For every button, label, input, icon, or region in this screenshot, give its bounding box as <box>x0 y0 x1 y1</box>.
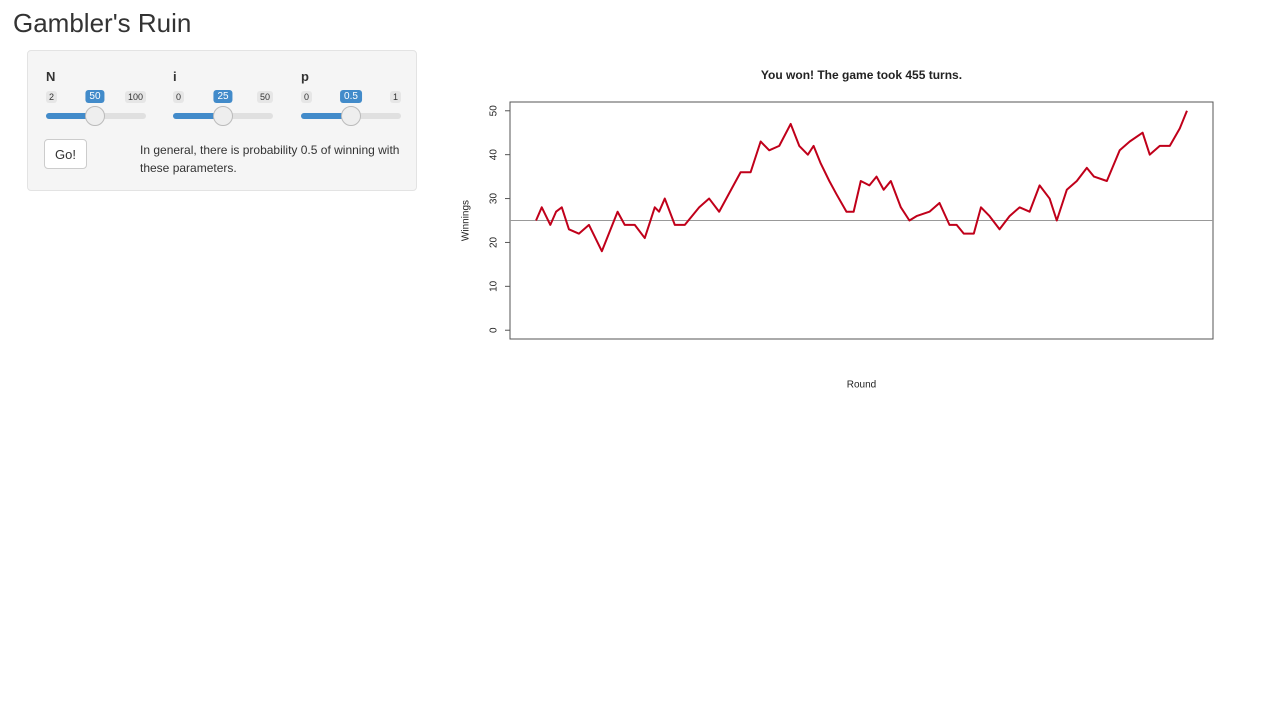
slider-min: 0 <box>173 91 185 103</box>
chart: You won! The game took 455 turns. 0 10 20 30… <box>461 68 1214 391</box>
slider-label: p <box>301 69 309 84</box>
line-series <box>535 110 1188 253</box>
y-tick-label: 40 <box>489 149 500 161</box>
y-axis-label: Winnings <box>461 200 472 241</box>
slider[interactable]: i 0 50 25 <box>173 69 273 129</box>
slider-fill <box>173 113 223 119</box>
slider-max: 100 <box>124 91 146 103</box>
slider-value: 50 <box>85 90 105 103</box>
slider-min: 2 <box>46 91 58 103</box>
y-tick-label: 30 <box>489 193 500 205</box>
slider-fill <box>301 113 351 119</box>
slider-value: 25 <box>213 90 233 103</box>
help-text: In general, there is probability 0.5 of … <box>140 143 400 175</box>
input-panel: Go! In general, there is probability 0.5… <box>27 50 417 191</box>
slider-knob[interactable] <box>213 106 233 126</box>
slider-max: 50 <box>256 91 273 103</box>
y-tick-label: 20 <box>489 236 500 248</box>
slider-label: i <box>173 69 177 84</box>
x-axis-label: Round <box>847 380 876 391</box>
slider[interactable]: p 0 1 0.5 <box>301 69 401 129</box>
slider-max: 1 <box>389 91 401 103</box>
chart-title: You won! The game took 455 turns. <box>761 68 962 82</box>
y-tick-label: 0 <box>489 327 500 333</box>
slider-label: N <box>46 69 56 84</box>
app-title: Gambler's Ruin <box>13 8 192 38</box>
slider-knob[interactable] <box>341 106 361 126</box>
go-button[interactable]: Go! <box>44 139 87 169</box>
slider-knob[interactable] <box>84 106 105 126</box>
slider[interactable]: N 2 100 50 <box>46 69 146 129</box>
y-tick-label: 10 <box>489 280 500 292</box>
slider-min: 0 <box>301 91 313 103</box>
slider-fill <box>46 113 95 119</box>
y-tick-label: 50 <box>489 105 500 117</box>
slider-value: 0.5 <box>340 90 362 103</box>
